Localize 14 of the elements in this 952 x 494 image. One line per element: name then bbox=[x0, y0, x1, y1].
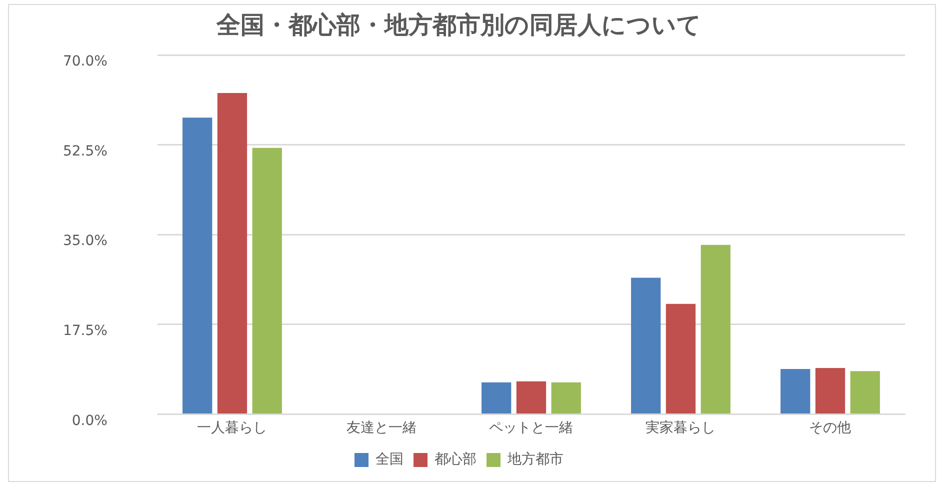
y-tick-label: 35.0% bbox=[62, 233, 108, 250]
x-tick-label: ペットと一緒 bbox=[489, 420, 574, 436]
y-tick-label: 70.0% bbox=[62, 54, 108, 70]
x-tick-label: 友達と一緒 bbox=[346, 420, 417, 436]
y-tick-label: 52.5% bbox=[62, 143, 108, 160]
x-tick-label: 実家暮らし bbox=[646, 420, 716, 436]
x-tick-label: その他 bbox=[809, 420, 852, 436]
legend-label: 地方都市 bbox=[506, 452, 564, 468]
legend-label: 全国 bbox=[376, 452, 404, 468]
y-tick-label: 0.0% bbox=[72, 412, 108, 429]
x-tick-label: 一人暮らし bbox=[197, 420, 268, 436]
y-tick-label: 17.5% bbox=[62, 323, 108, 340]
chart-title: 全国・都心部・地方都市別の同居人について bbox=[216, 10, 702, 39]
legend-label: 都心部 bbox=[434, 452, 476, 468]
